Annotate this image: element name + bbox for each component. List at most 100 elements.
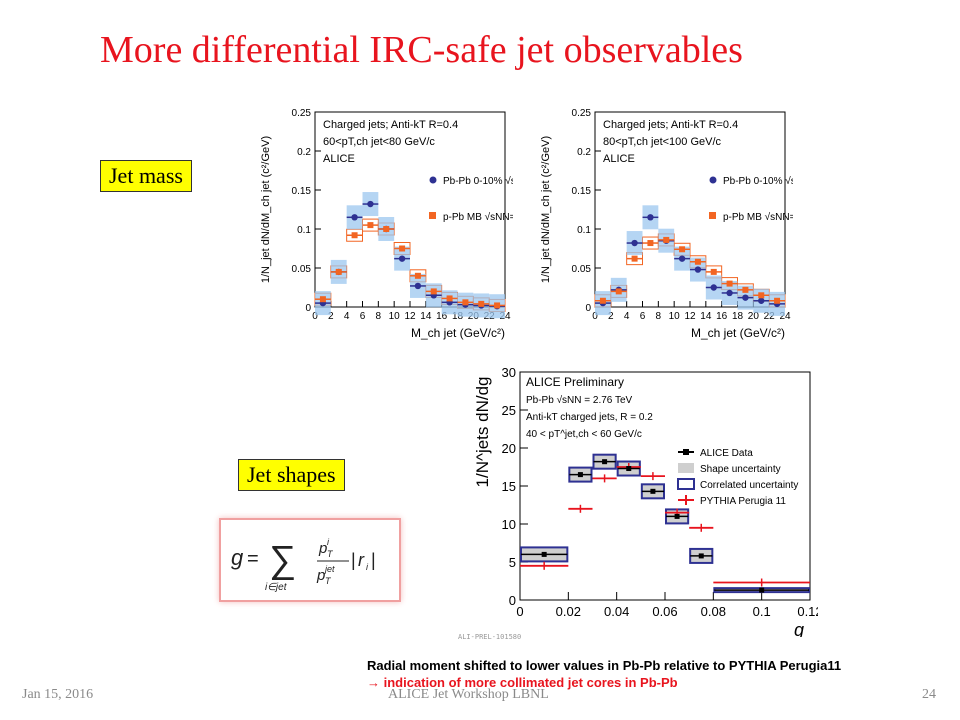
legend-header-line: ALICE Preliminary bbox=[526, 375, 624, 389]
x-axis-label: M_ch jet (GeV/c²) bbox=[691, 326, 785, 340]
svg-text:g: g bbox=[231, 545, 244, 570]
data-point bbox=[759, 587, 765, 593]
x-tick-label: 0.06 bbox=[652, 604, 677, 619]
pbpb-point bbox=[351, 214, 358, 221]
y-tick-label: 20 bbox=[502, 441, 516, 456]
ppb-point bbox=[335, 268, 342, 275]
x-axis-label: M_ch jet (GeV/c²) bbox=[411, 326, 505, 340]
y-tick-label: 0.15 bbox=[292, 186, 312, 197]
x-tick-label: 20 bbox=[748, 311, 760, 322]
legend-label: Shape uncertainty bbox=[700, 464, 781, 475]
jet-shapes-chart: 0 5 10 15 20 25 30 0 0.02 0.04 0.06 0.08 0.1 0.12g 1/N… bbox=[473, 365, 818, 637]
legend-label-ppb: p-Pb MB √sNN=5.02 TeV bbox=[443, 211, 513, 223]
legend-header-line: Anti-kT charged jets, R = 0.2 bbox=[526, 412, 653, 423]
plot-id-label: ALI-PREL-101580 bbox=[458, 633, 522, 641]
x-tick-label: 16 bbox=[716, 311, 728, 322]
pbpb-point bbox=[631, 239, 638, 247]
ppb-point bbox=[367, 222, 374, 229]
legend-marker-shape-unc bbox=[678, 463, 694, 473]
y-tick-label: 0.1 bbox=[297, 225, 311, 236]
ppb-point bbox=[430, 288, 437, 295]
legend-header-line: Pb-Pb √sNN = 2.76 TeV bbox=[526, 394, 633, 406]
legend-marker-pbpb bbox=[429, 176, 437, 184]
x-tick-label: 6 bbox=[360, 311, 366, 322]
summary-line-2: → indication of more collimated jet core… bbox=[367, 675, 678, 690]
x-tick-label: 18 bbox=[732, 311, 744, 322]
x-tick-label: 0 bbox=[312, 311, 318, 322]
legend-marker-corr-unc bbox=[677, 478, 695, 490]
svg-text:T: T bbox=[327, 549, 334, 559]
x-tick-label: 2 bbox=[608, 311, 614, 322]
x-tick-label: 4 bbox=[624, 311, 630, 322]
pbpb-point bbox=[414, 282, 422, 290]
ppb-point bbox=[710, 268, 717, 275]
svg-text:r: r bbox=[358, 550, 365, 570]
ppb-point bbox=[351, 232, 358, 239]
ppb-point bbox=[414, 272, 421, 279]
jet-mass-chart-right: 00.050.10.150.20.250 2 4 6 8 10 12 14 16 18 20 22 24… bbox=[540, 108, 793, 340]
ppb-point bbox=[742, 286, 749, 293]
x-tick-label: 0.1 bbox=[753, 604, 771, 619]
legend-marker-data-point bbox=[683, 449, 689, 455]
y-tick-label: 30 bbox=[502, 365, 516, 380]
x-tick-label: 12 bbox=[404, 311, 416, 322]
svg-text:i∈jet: i∈jet bbox=[265, 582, 288, 593]
ppb-point bbox=[319, 296, 326, 303]
ppb-point bbox=[631, 255, 638, 262]
summary-note: Radial moment shifted to lower values in… bbox=[367, 657, 841, 691]
ppb-point bbox=[663, 236, 670, 243]
x-tick-label: 22 bbox=[764, 311, 776, 322]
x-tick-label: 0 bbox=[592, 311, 598, 322]
x-axis-label: g bbox=[794, 620, 804, 637]
svg-text:=: = bbox=[247, 548, 259, 570]
data-point bbox=[577, 472, 583, 478]
ppb-point bbox=[462, 299, 469, 306]
legend-header-line: ALICE bbox=[323, 153, 355, 165]
pbpb-point bbox=[647, 214, 654, 221]
footer-page-number: 24 bbox=[922, 687, 936, 702]
data-point bbox=[674, 513, 680, 519]
x-tick-label: 24 bbox=[779, 311, 791, 322]
pbpb-point bbox=[710, 284, 717, 291]
legend-header-line: Charged jets; Anti-kT R=0.4 bbox=[603, 119, 738, 131]
x-tick-label: 0.02 bbox=[556, 604, 581, 619]
footer-event: ALICE Jet Workshop LBNL bbox=[388, 687, 549, 702]
y-tick-label: 0.25 bbox=[572, 108, 592, 119]
data-point bbox=[626, 466, 632, 472]
legend-label-ppb: p-Pb MB √sNN=5.02 TeV bbox=[723, 211, 793, 223]
legend-marker-ppb bbox=[429, 212, 436, 219]
ppb-point bbox=[446, 295, 453, 302]
pbpb-point bbox=[758, 297, 765, 304]
ppb-point bbox=[383, 226, 390, 232]
legend-header-line: 40 < pT^jet,ch < 60 GeV/c bbox=[526, 429, 642, 440]
data-point bbox=[650, 488, 656, 494]
pbpb-point bbox=[726, 289, 733, 297]
plot-frame bbox=[519, 371, 811, 601]
legend-header-line: ALICE bbox=[603, 153, 635, 165]
x-tick-label: 14 bbox=[700, 311, 712, 322]
legend-label: PYTHIA Perugia 11 bbox=[700, 496, 786, 507]
y-tick-label: 0.2 bbox=[577, 147, 591, 158]
x-tick-label: 0.08 bbox=[701, 604, 726, 619]
slide-title: More differential IRC-safe jet observabl… bbox=[100, 29, 743, 71]
legend-header-line: 60<pT,ch jet<80 GeV/c bbox=[323, 136, 435, 148]
data-point bbox=[602, 459, 608, 465]
data-point bbox=[698, 553, 704, 559]
y-tick-label: 0.1 bbox=[577, 225, 591, 236]
ppb-point bbox=[679, 246, 686, 253]
ppb-point bbox=[399, 245, 406, 252]
svg-text:|: | bbox=[371, 550, 376, 570]
x-tick-label: 0.12 bbox=[797, 604, 818, 619]
svg-text:i: i bbox=[327, 537, 330, 547]
legend-label: ALICE Data bbox=[700, 448, 753, 459]
legend-header-line: Charged jets; Anti-kT R=0.4 bbox=[323, 119, 458, 131]
x-tick-label: 10 bbox=[389, 311, 401, 322]
x-tick-label: 12 bbox=[684, 311, 696, 322]
svg-text:∑: ∑ bbox=[269, 539, 296, 581]
pbpb-point bbox=[742, 294, 749, 301]
y-axis-label: 1/N_jet dN/dM_ch jet (c²/GeV) bbox=[260, 136, 272, 283]
y-tick-label: 0 bbox=[585, 303, 591, 314]
svg-text:p: p bbox=[316, 567, 325, 584]
legend-label-pbpb: Pb-Pb 0-10% √sNN=2.76 TeV bbox=[723, 175, 793, 187]
y-tick-label: 0.2 bbox=[297, 147, 311, 158]
